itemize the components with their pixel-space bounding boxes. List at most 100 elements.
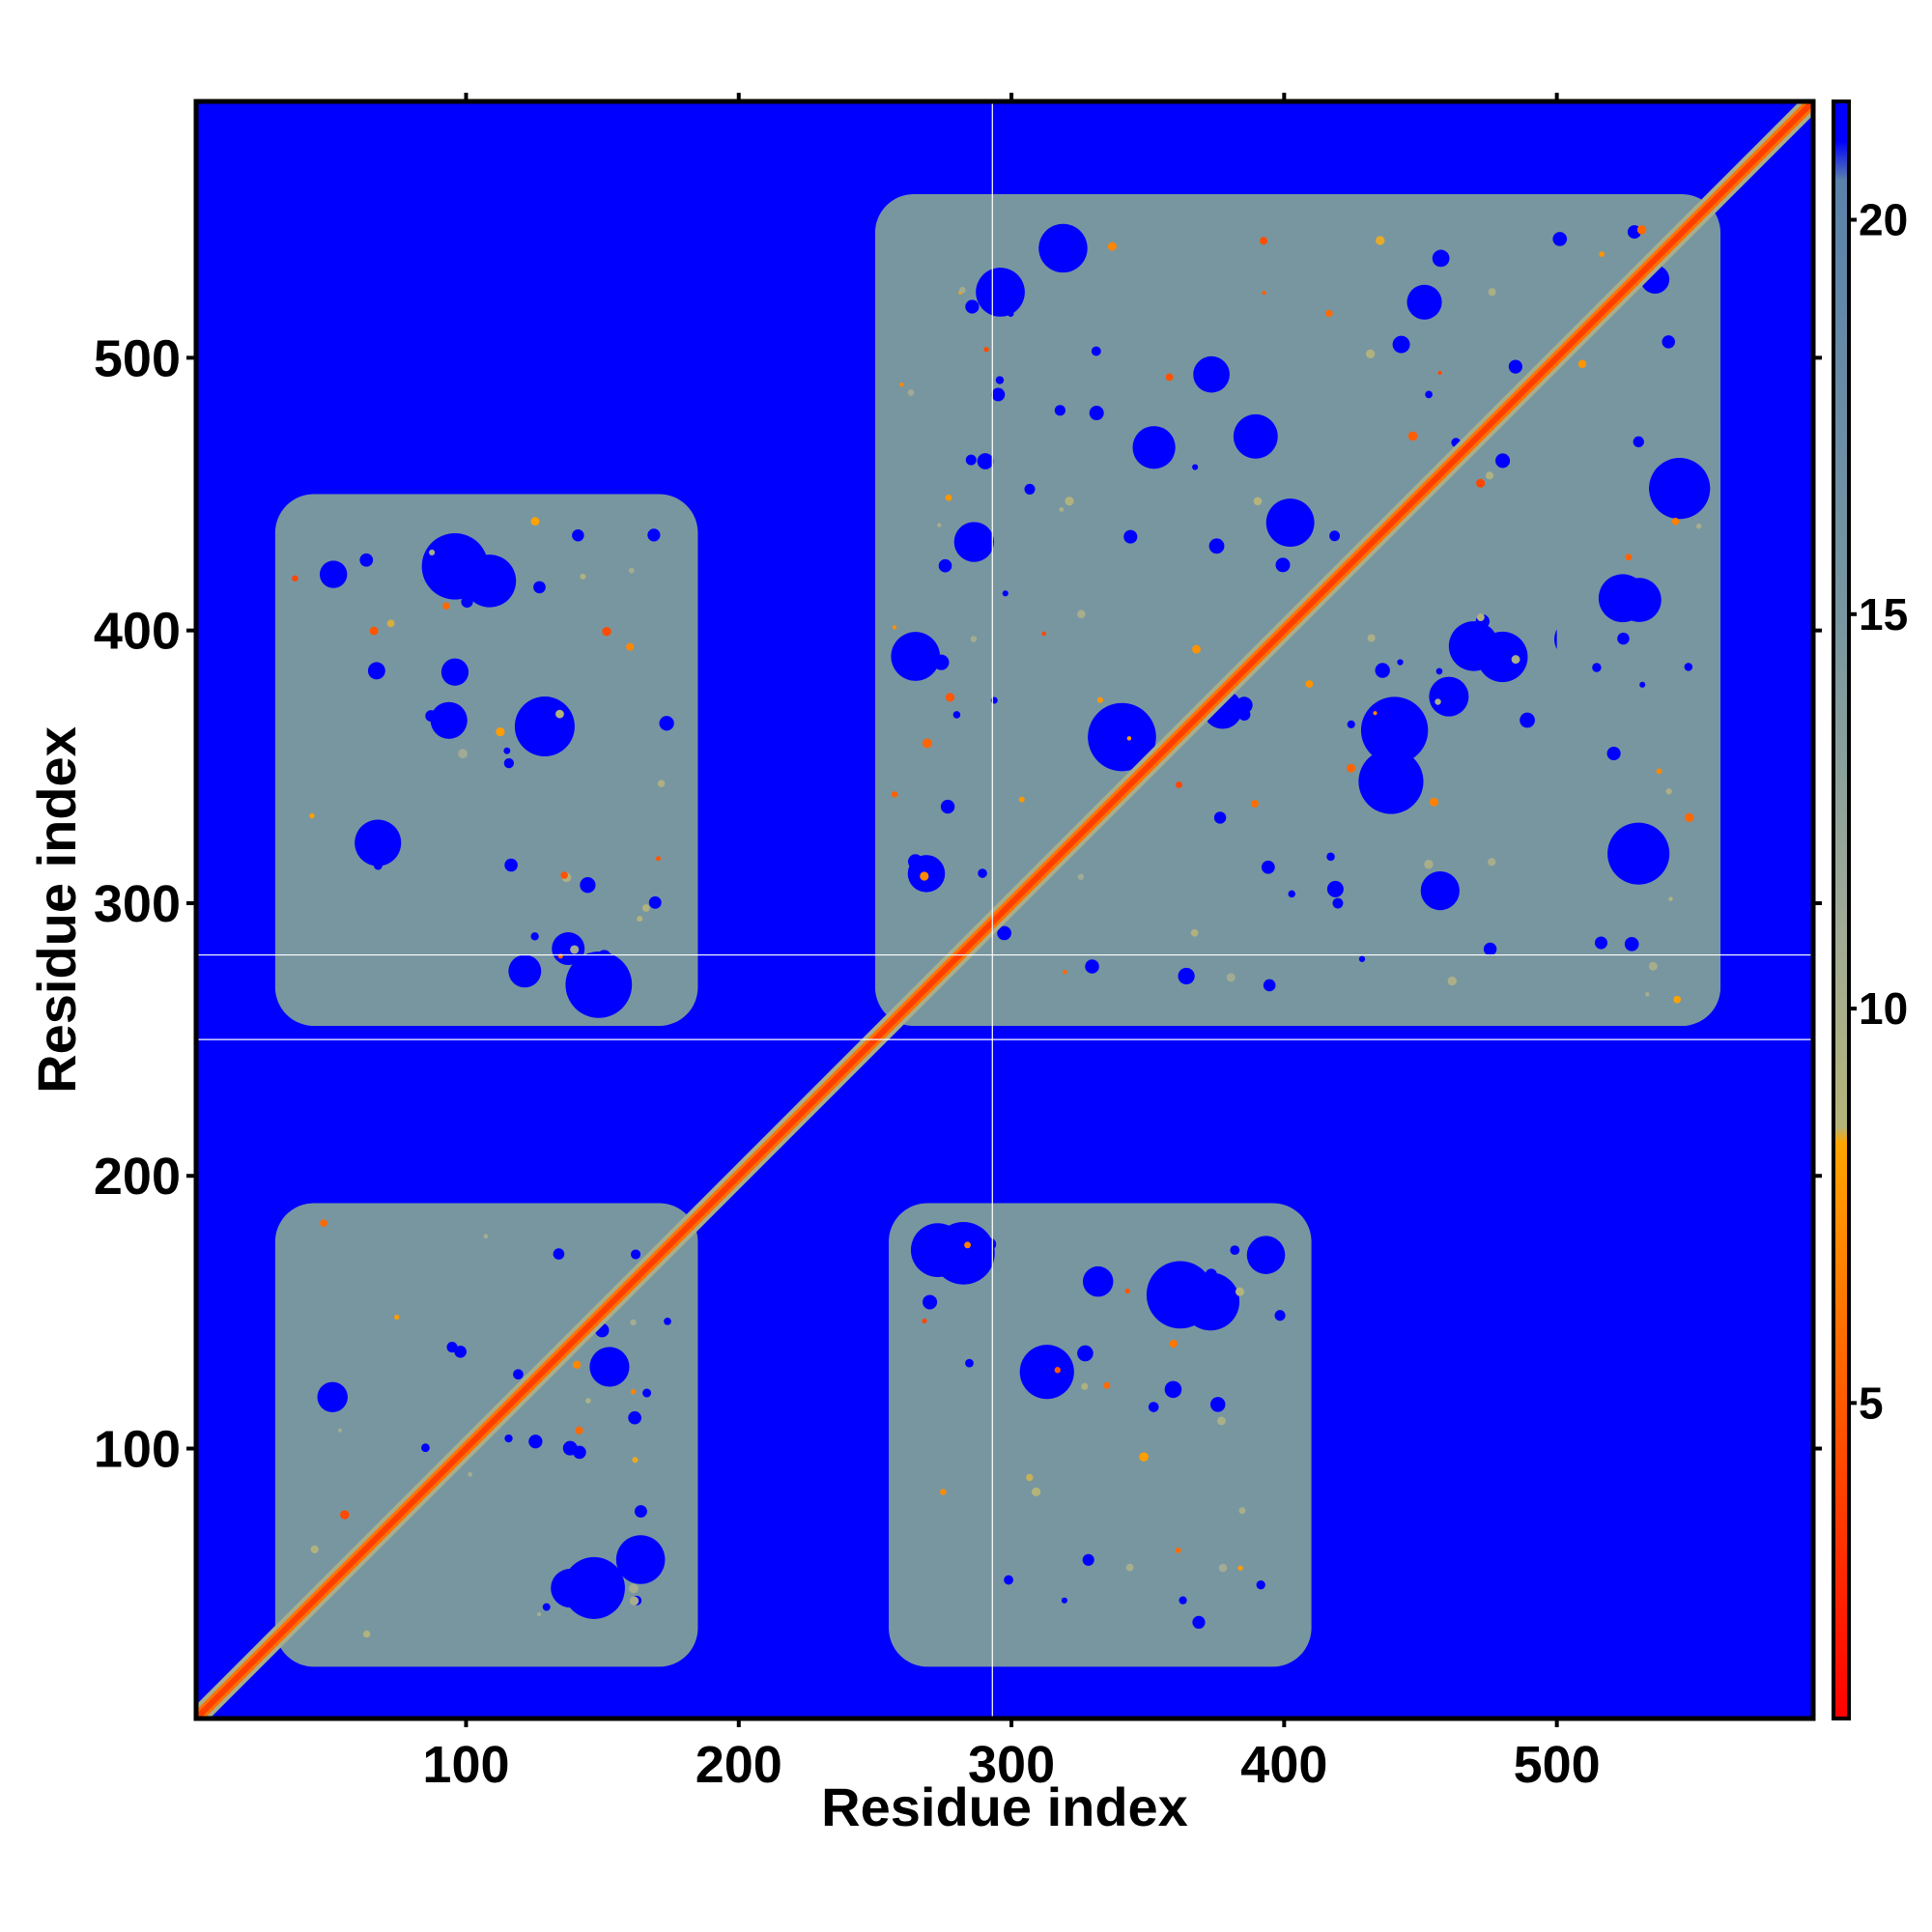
close-contact-speck (1485, 471, 1494, 480)
close-contact-speck (1190, 928, 1199, 937)
far-contact-hole (907, 854, 923, 869)
far-contact-hole (533, 581, 546, 594)
far-contact-hole (1088, 702, 1156, 772)
close-contact-speck (1476, 613, 1485, 621)
far-contact-hole (1164, 1380, 1182, 1399)
far-contact-hole (503, 747, 511, 754)
far-contact-hole (573, 1445, 586, 1460)
contact-domain-area (1556, 384, 1721, 1026)
far-contact-hole (664, 1317, 671, 1325)
close-contact-speck (1176, 781, 1182, 788)
far-contact-hole (952, 711, 961, 719)
far-contact-hole (508, 954, 542, 988)
colorbar-bar (1832, 99, 1851, 1720)
close-contact-speck (1673, 995, 1682, 1004)
far-contact-hole (1617, 632, 1630, 645)
far-contact-hole (1148, 1402, 1159, 1412)
close-contact-speck (602, 627, 611, 637)
close-contact-speck (629, 1596, 639, 1605)
far-contact-hole (1508, 359, 1522, 374)
far-contact-hole (1520, 712, 1535, 728)
far-contact-hole (1347, 720, 1355, 728)
x-tick-label: 100 (422, 1736, 509, 1794)
close-contact-speck (920, 871, 929, 881)
close-contact-speck (1103, 1381, 1111, 1389)
far-contact-hole (504, 1434, 513, 1443)
close-contact-speck (1218, 1563, 1228, 1573)
close-contact-speck (1429, 797, 1438, 807)
close-contact-speck (1305, 680, 1314, 688)
close-contact-speck (964, 1241, 972, 1249)
far-contact-hole (659, 716, 674, 731)
colorbar: 5 10 15 20 (1832, 99, 1908, 1720)
far-contact-hole (1360, 696, 1429, 764)
far-contact-hole (359, 553, 374, 567)
far-contact-hole (580, 877, 596, 894)
close-contact-speck (1059, 506, 1065, 512)
close-contact-speck (1077, 873, 1085, 880)
close-contact-speck (570, 945, 580, 954)
close-contact-speck (628, 1583, 639, 1594)
close-contact-speck (1435, 698, 1441, 705)
far-contact-hole (572, 529, 584, 542)
close-contact-speck (458, 749, 468, 759)
far-contact-hole (978, 868, 987, 878)
far-contact-hole (1274, 1310, 1286, 1321)
far-contact-hole (940, 799, 955, 814)
far-contact-hole (630, 1249, 641, 1260)
far-contact-hole (648, 895, 662, 909)
close-contact-speck (555, 709, 564, 719)
far-contact-hole (1495, 453, 1511, 469)
contact-domain-area (274, 494, 698, 1026)
far-contact-hole (1432, 249, 1450, 268)
x-tick-label: 400 (1240, 1736, 1327, 1794)
close-contact-speck (1165, 373, 1174, 382)
close-contact-speck (1063, 969, 1067, 975)
far-contact-hole (1179, 1596, 1187, 1605)
far-contact-hole (1024, 483, 1036, 495)
close-contact-speck (1125, 1563, 1134, 1572)
gap-lines (196, 101, 1813, 1719)
far-contact-hole (1261, 860, 1275, 874)
close-contact-speck (1226, 973, 1236, 982)
far-contact-hole (1192, 464, 1199, 470)
far-contact-hole (1209, 1397, 1226, 1412)
close-contact-speck (1437, 370, 1442, 375)
far-contact-hole (1002, 590, 1009, 597)
close-contact-speck (1373, 711, 1378, 716)
close-contact-speck (580, 573, 586, 580)
close-contact-speck (340, 1510, 350, 1520)
close-contact-speck (362, 1630, 371, 1638)
close-contact-speck (657, 780, 666, 787)
close-contact-speck (891, 791, 898, 798)
colorbar-tick-label: 5 (1859, 1378, 1884, 1428)
contact-domain (274, 494, 698, 1026)
close-contact-speck (626, 642, 635, 651)
x-axis-title: Residue index (821, 1776, 1188, 1837)
close-contact-speck (637, 916, 643, 923)
close-contact-speck (1251, 799, 1259, 808)
close-contact-speck (442, 602, 450, 610)
far-contact-hole (446, 1342, 458, 1353)
close-contact-speck (1625, 554, 1633, 561)
close-contact-speck (1648, 961, 1658, 971)
close-contact-speck (468, 1471, 473, 1477)
far-contact-hole (1606, 746, 1621, 761)
close-contact-speck (310, 1545, 319, 1554)
y-axis: 100 200 300 400 500 (94, 329, 1822, 1479)
diagonal-line (196, 101, 1813, 1719)
close-contact-speck (1695, 523, 1702, 529)
far-contact-hole (1192, 1615, 1206, 1630)
close-contact-speck (394, 1314, 400, 1321)
plot-area (196, 101, 1813, 1719)
far-contact-hole (1263, 979, 1276, 992)
contact-domain (889, 1203, 1312, 1667)
close-contact-speck (1237, 1565, 1243, 1571)
colorbar-tick-label: 10 (1859, 983, 1908, 1034)
close-contact-speck (1407, 431, 1418, 441)
close-contact-speck (1041, 631, 1046, 637)
far-contact-hole (1429, 676, 1469, 717)
close-contact-speck (983, 347, 989, 353)
far-contact-hole (1552, 232, 1568, 246)
far-contact-hole (542, 1603, 551, 1611)
